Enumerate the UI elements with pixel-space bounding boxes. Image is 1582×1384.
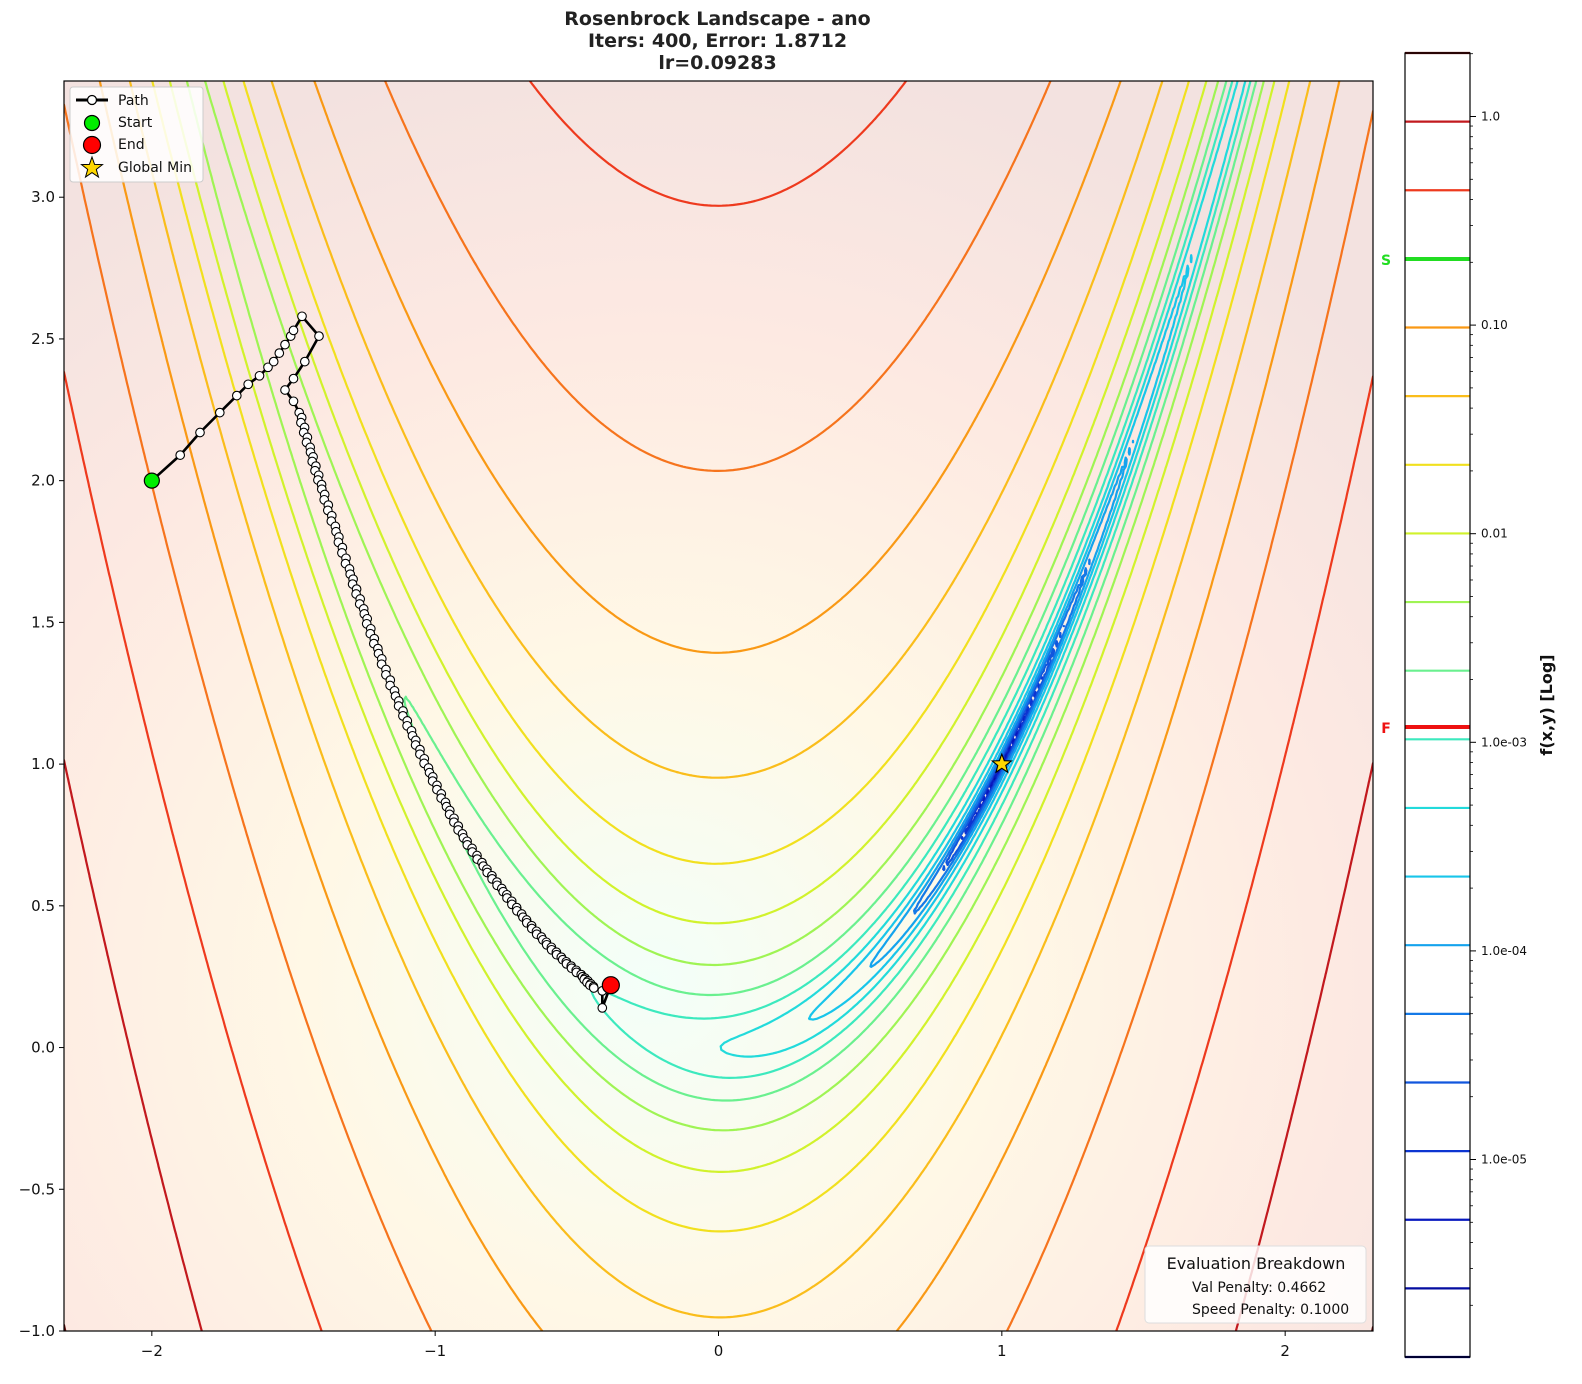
path-marker	[214, 407, 225, 418]
contour-level-15	[98, 81, 1341, 1331]
colorbar-ticks: 1.0 0.10 0.01 1.0e-03 1.0e-04 1.0e-05	[1470, 53, 1527, 1306]
contour-level-7	[808, 254, 1193, 1021]
title-line-1: Rosenbrock Landscape - ano	[564, 8, 871, 30]
y-tick-label: −1.0	[19, 1322, 55, 1340]
path-marker	[231, 390, 242, 401]
x-tick-label: −1	[424, 1342, 446, 1360]
path-marker	[280, 385, 290, 395]
y-tick-label: −0.5	[19, 1180, 55, 1198]
y-tick-label: 2.5	[31, 330, 55, 348]
title-line-2: Iters: 400, Error: 1.8712	[587, 30, 848, 52]
val-penalty-text: Val Penalty: 0.4662	[1192, 1280, 1326, 1296]
path-marker	[195, 427, 205, 438]
colorbar-tick-label: 0.10	[1481, 318, 1508, 332]
y-tick-label: 3.0	[31, 188, 55, 206]
legend-label-global-min: Global Min	[118, 160, 192, 176]
path-marker	[263, 362, 273, 373]
contour-level-6	[869, 439, 1135, 968]
contour-level-16	[64, 81, 1373, 1331]
y-tick-label: 1.0	[31, 755, 55, 773]
title-line-3: lr=0.09283	[658, 52, 777, 74]
contour-lines	[64, 81, 1373, 1331]
x-tick-label: −2	[141, 1342, 163, 1360]
path-marker	[288, 396, 299, 407]
legend-item-path: Path	[76, 93, 149, 109]
colorbar: 1.0 0.10 0.01 1.0e-03 1.0e-04 1.0e-05 S F f(x…	[1381, 51, 1556, 1359]
x-tick-label: 2	[1280, 1342, 1290, 1360]
colorbar-background	[1405, 53, 1470, 1357]
evaluation-breakdown-box: Evaluation Breakdown Val Penalty: 0.4662…	[1144, 1245, 1367, 1324]
x-tick-label: 0	[714, 1342, 724, 1360]
green-circle-icon	[83, 114, 101, 132]
y-tick-label: 2.0	[31, 472, 55, 490]
path-marker	[588, 983, 599, 993]
gold-star-icon	[80, 155, 104, 179]
start-marker	[143, 472, 160, 489]
path-marker	[175, 450, 186, 460]
path-marker-icon	[86, 94, 98, 106]
colorbar-label: f(x,y) [Log]	[1537, 654, 1556, 755]
contour-level-9	[590, 81, 1252, 1079]
path-marker	[288, 373, 299, 384]
legend-box	[69, 86, 204, 183]
red-circle-icon	[82, 135, 102, 155]
legend-item-global-min: Global Min	[80, 155, 192, 179]
contour-level-17	[64, 81, 1373, 1331]
contour-level-13	[151, 81, 1291, 1233]
evaluation-box-title: Evaluation Breakdown	[1167, 1254, 1346, 1273]
y-tick-label: 1.5	[31, 613, 55, 631]
colorbar-tick-label: 1.0e-05	[1481, 1153, 1527, 1167]
legend-item-start: Start	[83, 114, 153, 132]
x-axis: −2 −1 0 1 2	[141, 1331, 1290, 1360]
legend-label-start: Start	[118, 115, 153, 131]
end-marker	[601, 976, 620, 995]
global-min-star-icon	[990, 752, 1013, 774]
evaluation-box-background	[1144, 1245, 1367, 1324]
chart-title: Rosenbrock Landscape - ano Iters: 400, E…	[0, 8, 1435, 74]
legend-label-path: Path	[118, 93, 149, 109]
colorbar-marker-s: S	[1381, 253, 1391, 269]
optimizer-path	[146, 311, 616, 1013]
path-marker	[314, 331, 324, 341]
colorbar-tick-label: 1.0e-03	[1481, 735, 1527, 749]
colorbar-tick-label: 1.0e-04	[1481, 944, 1527, 958]
plot-area	[63, 80, 1374, 1332]
y-tick-label: 0.5	[31, 897, 55, 915]
path-marker	[254, 370, 265, 381]
colorbar-tick-label: 1.0	[1481, 110, 1500, 124]
legend-item-end: End	[82, 135, 145, 155]
y-tick-label: 0.0	[31, 1039, 55, 1057]
path-marker	[280, 339, 290, 350]
path-marker	[288, 325, 299, 336]
contour-level-14	[128, 81, 1312, 1319]
contour-level-12	[168, 81, 1276, 1173]
speed-penalty-text: Speed Penalty: 0.1000	[1192, 1302, 1349, 1318]
contour-level-11	[185, 81, 1265, 1132]
path-marker	[297, 311, 307, 322]
contour-level-8	[719, 81, 1247, 1058]
x-tick-label: 1	[997, 1342, 1007, 1360]
path-marker	[597, 1003, 608, 1013]
y-axis: −1.0 −0.5 0.0 0.5 1.0 1.5 2.0 2.5 3.0	[19, 188, 64, 1340]
legend-label-end: End	[118, 137, 145, 153]
colorbar-frame	[1404, 52, 1471, 1358]
path-marker	[299, 356, 310, 367]
path-marker	[268, 356, 279, 367]
path-marker	[274, 348, 285, 358]
markers	[143, 472, 1013, 995]
contour-level-18	[64, 759, 1373, 1331]
colorbar-tick-label: 0.01	[1481, 527, 1508, 541]
path-marker	[243, 379, 254, 390]
colorbar-marker-f: F	[1381, 721, 1391, 737]
legend: Path Start End Global Min	[69, 86, 204, 183]
